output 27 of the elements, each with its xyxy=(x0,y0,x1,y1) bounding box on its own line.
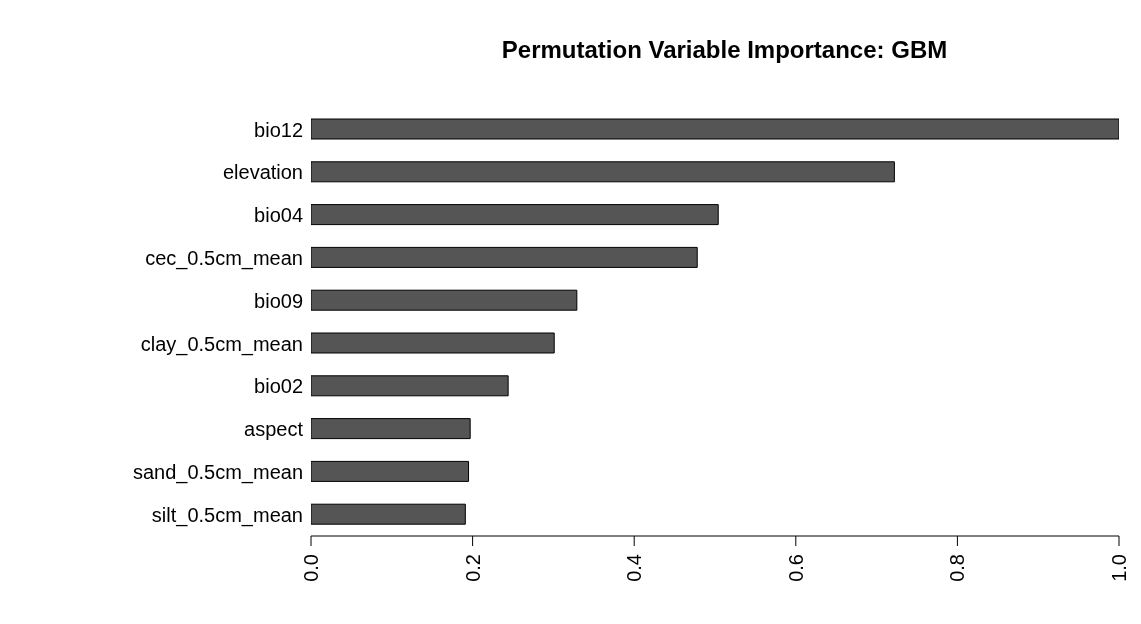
y-tick-label: aspect xyxy=(244,418,304,441)
x-tick-label: 1.0 xyxy=(1108,554,1130,582)
x-tick-label: 0.6 xyxy=(784,554,807,582)
y-tick-label: bio09 xyxy=(254,289,303,312)
bar xyxy=(311,503,466,525)
x-tick-label: 0.8 xyxy=(946,554,969,582)
y-tick-label: bio02 xyxy=(254,375,303,398)
bar xyxy=(311,460,470,482)
y-tick-label: bio04 xyxy=(254,204,303,227)
y-tick-label: bio12 xyxy=(254,118,303,141)
y-tick-label: silt_0.5cm_mean xyxy=(151,503,303,527)
y-tick-label: clay_0.5cm_mean xyxy=(140,332,303,356)
y-tick-label: sand_0.5cm_mean xyxy=(132,460,303,484)
bar xyxy=(311,289,578,311)
bar xyxy=(311,204,719,226)
y-tick-label: elevation xyxy=(222,161,303,184)
y-tick-label: cec_0.5cm_mean xyxy=(145,246,303,270)
bar xyxy=(311,246,698,268)
x-tick-label: 0.0 xyxy=(300,554,322,582)
chart-title: Permutation Variable Importance: GBM xyxy=(500,36,949,64)
bar xyxy=(311,161,895,183)
bar xyxy=(311,332,555,354)
bar xyxy=(311,375,509,397)
bar xyxy=(311,118,1119,140)
bar xyxy=(311,418,471,440)
x-tick-label: 0.4 xyxy=(623,554,646,582)
x-tick-label: 0.2 xyxy=(461,554,484,582)
